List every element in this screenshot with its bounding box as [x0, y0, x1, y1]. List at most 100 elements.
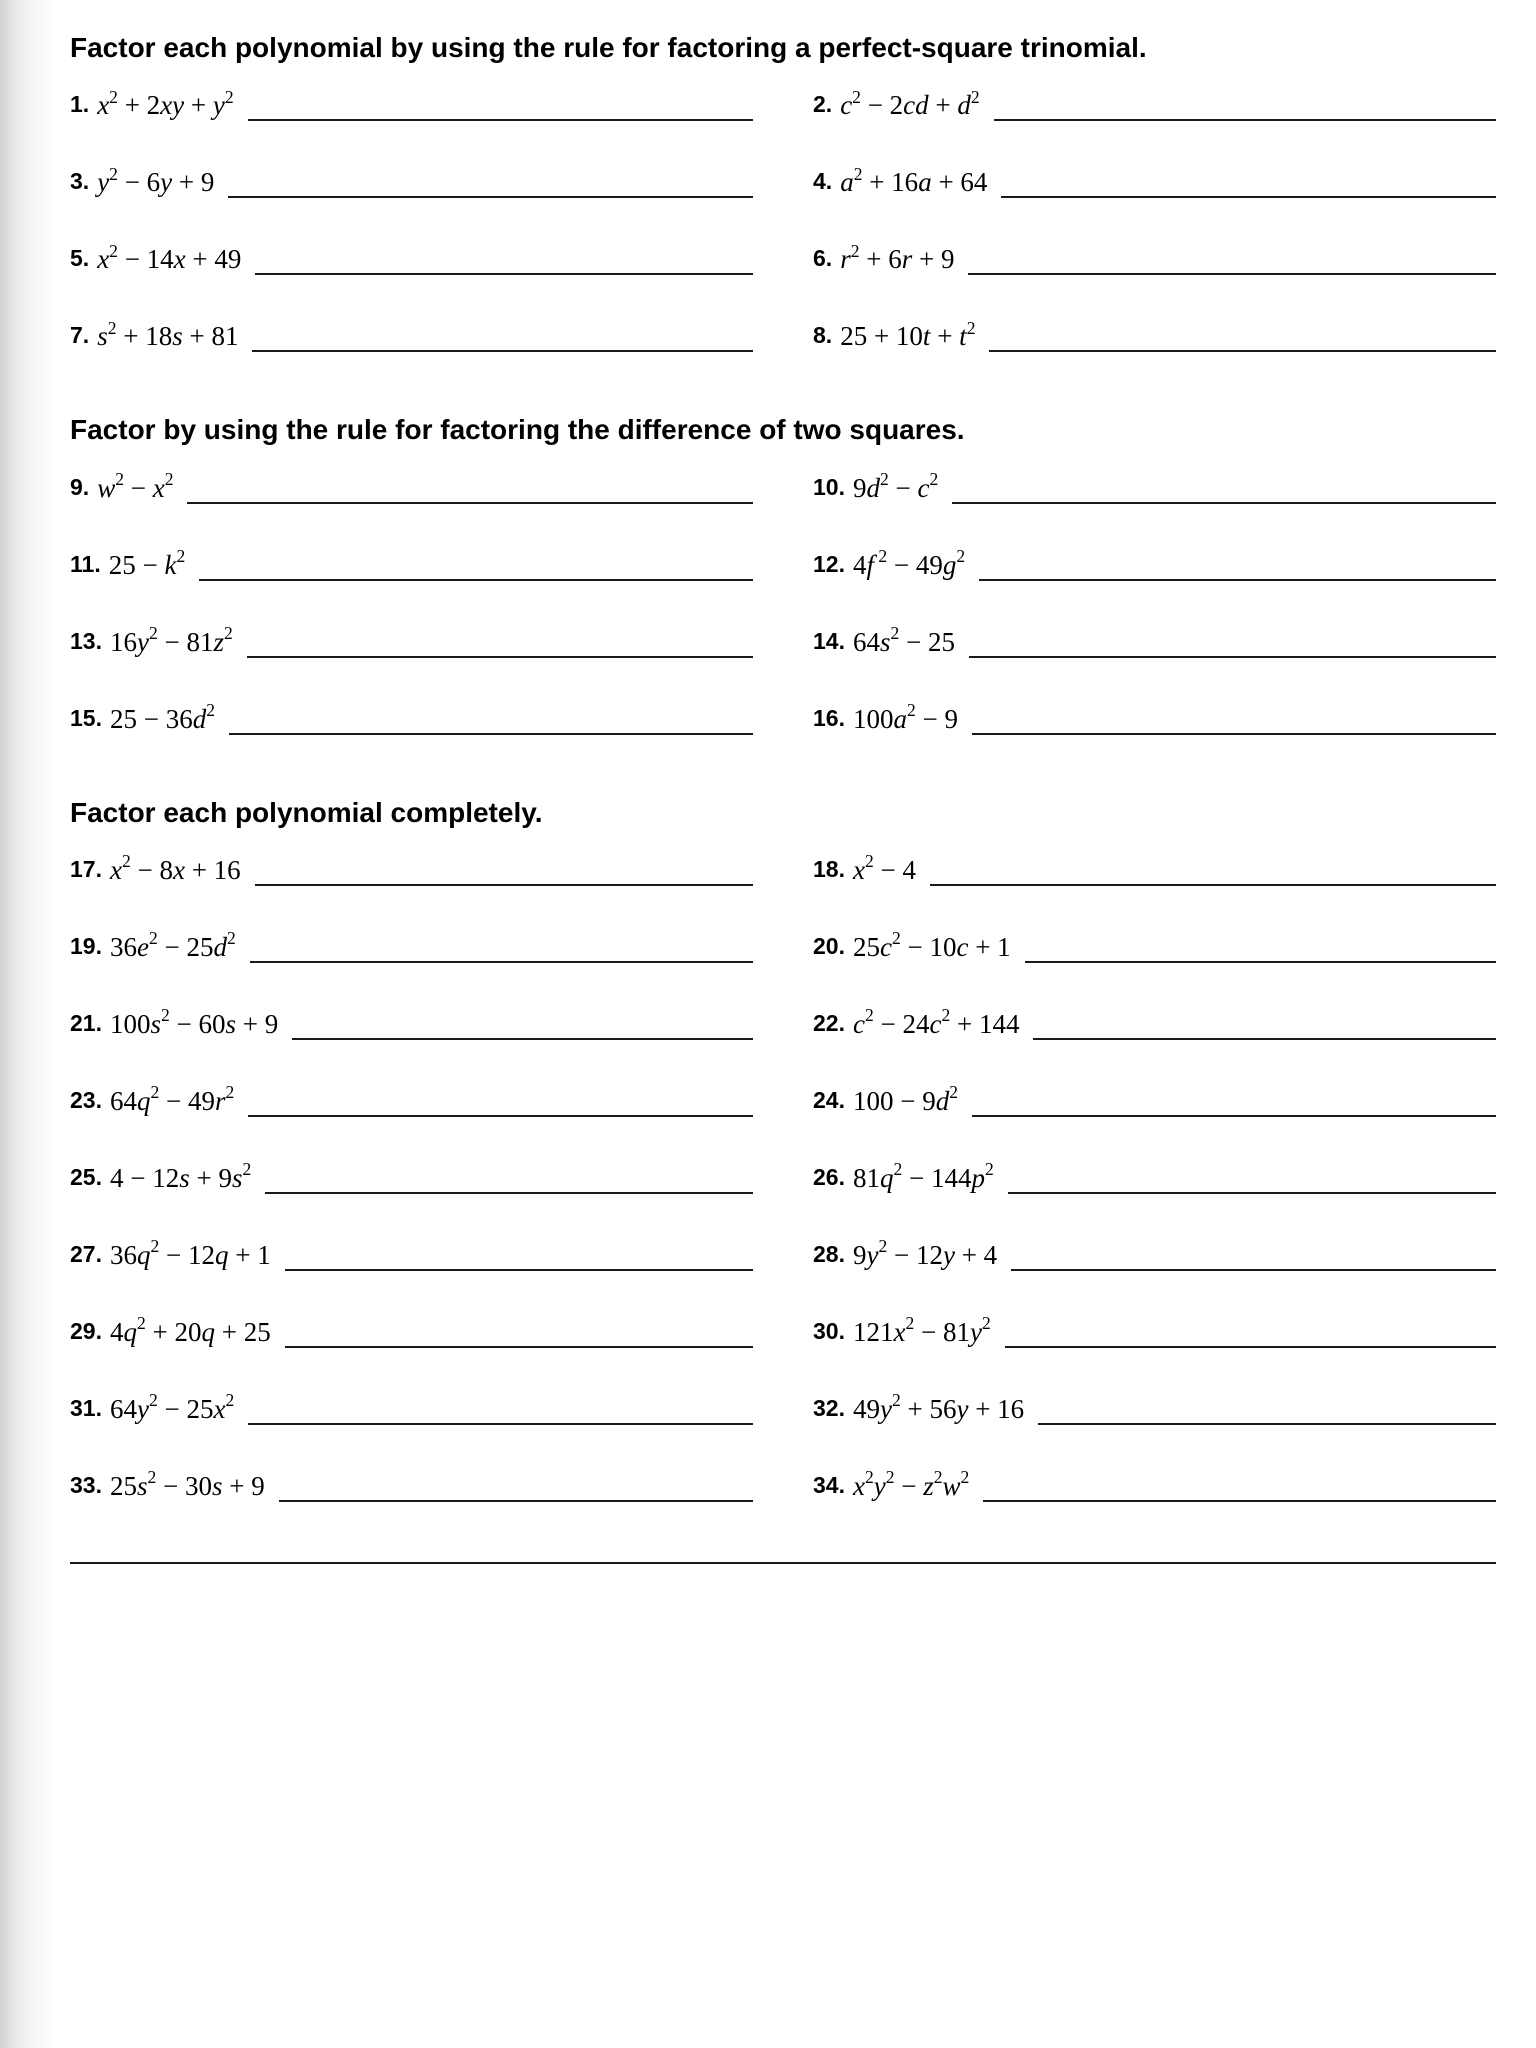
problem: 11.25 − k2: [70, 548, 753, 581]
problem: 3.y2 − 6y + 9: [70, 165, 753, 198]
answer-blank[interactable]: [1011, 1239, 1496, 1271]
problem-number: 13.: [70, 628, 102, 655]
section-3: Factor each polynomial completely. 17.x2…: [70, 795, 1496, 1502]
answer-blank[interactable]: [229, 703, 753, 735]
expression: 16y2 − 81z2: [110, 625, 233, 658]
answer-blank[interactable]: [1005, 1316, 1496, 1348]
problem: 13. 16y2 − 81z2: [70, 625, 753, 658]
problem-number: 27.: [70, 1241, 102, 1268]
problem-number: 9.: [70, 474, 89, 501]
expression: 64q2 − 49r2: [110, 1084, 234, 1117]
answer-blank[interactable]: [969, 626, 1496, 658]
answer-blank[interactable]: [279, 1470, 753, 1502]
expression: 100s2 − 60s + 9: [110, 1007, 278, 1040]
answer-blank[interactable]: [952, 472, 1496, 504]
answer-blank[interactable]: [187, 472, 753, 504]
page-footer-line: [70, 1562, 1496, 1564]
problem-number: 24.: [813, 1087, 845, 1114]
expression: 25 − 36d2: [110, 702, 215, 735]
answer-blank[interactable]: [248, 90, 753, 122]
problem-number: 6.: [813, 245, 832, 272]
problem-number: 14.: [813, 628, 845, 655]
answer-blank[interactable]: [989, 321, 1496, 353]
answer-blank[interactable]: [250, 931, 753, 963]
section-1: Factor each polynomial by using the rule…: [70, 30, 1496, 352]
problem: 29.4q2 + 20q + 25: [70, 1315, 753, 1348]
expression: 4 − 12s + 9s2: [110, 1161, 251, 1194]
expression: x2y2 − z2w2: [853, 1469, 969, 1502]
answer-blank[interactable]: [1001, 167, 1496, 199]
problem-grid-3: 17.x2 − 8x + 16 18.x2 − 4 19.36e2 − 25d2…: [70, 853, 1496, 1502]
expression: r2 + 6r + 9: [840, 242, 954, 275]
answer-blank[interactable]: [1033, 1008, 1496, 1040]
problem-number: 12.: [813, 551, 845, 578]
expression: c2 − 2cd + d2: [840, 88, 979, 121]
problem: 8.25 + 10t + t2: [813, 319, 1496, 352]
answer-blank[interactable]: [979, 549, 1496, 581]
problem-number: 25.: [70, 1164, 102, 1191]
expression: x2 − 8x + 16: [110, 853, 241, 886]
problem: 16.100a2 − 9: [813, 702, 1496, 735]
answer-blank[interactable]: [248, 1085, 753, 1117]
expression: 36q2 − 12q + 1: [110, 1238, 271, 1271]
expression: 25 + 10t + t2: [840, 319, 975, 352]
problem: 32. 49y2 + 56y + 16: [813, 1392, 1496, 1425]
problem-number: 2.: [813, 91, 832, 118]
expression: 64y2 − 25x2: [110, 1392, 234, 1425]
answer-blank[interactable]: [1038, 1393, 1496, 1425]
problem: 6. r2 + 6r + 9: [813, 242, 1496, 275]
problem: 15. 25 − 36d2: [70, 702, 753, 735]
section-2: Factor by using the rule for factoring t…: [70, 412, 1496, 734]
answer-blank[interactable]: [983, 1470, 1496, 1502]
problem: 20.25c2 − 10c + 1: [813, 930, 1496, 963]
answer-blank[interactable]: [972, 1085, 1496, 1117]
answer-blank[interactable]: [247, 626, 753, 658]
answer-blank[interactable]: [228, 167, 753, 199]
answer-blank[interactable]: [265, 1162, 753, 1194]
expression: 4f 2 − 49g2: [853, 548, 965, 581]
expression: x2 − 14x + 49: [97, 242, 241, 275]
problem: 1.x2 + 2xy + y2: [70, 88, 753, 121]
answer-blank[interactable]: [285, 1239, 753, 1271]
expression: a2 + 16a + 64: [840, 165, 987, 198]
problem-number: 19.: [70, 933, 102, 960]
answer-blank[interactable]: [248, 1393, 753, 1425]
problem: 23.64q2 − 49r2: [70, 1084, 753, 1117]
problem: 24. 100 − 9d2: [813, 1084, 1496, 1117]
expression: 81q2 − 144p2: [853, 1161, 994, 1194]
problem: 33.25s2 − 30s + 9: [70, 1469, 753, 1502]
answer-blank[interactable]: [285, 1316, 753, 1348]
problem: 25. 4 − 12s + 9s2: [70, 1161, 753, 1194]
problem: 17.x2 − 8x + 16: [70, 853, 753, 886]
problem-number: 15.: [70, 705, 102, 732]
expression: 9y2 − 12y + 4: [853, 1238, 997, 1271]
problem: 10.9d2 − c2: [813, 471, 1496, 504]
expression: 9d2 − c2: [853, 471, 938, 504]
problem-number: 18.: [813, 856, 845, 883]
problem-number: 20.: [813, 933, 845, 960]
problem-grid-2: 9.w2 − x2 10.9d2 − c2 11.25 − k2 12.4f 2…: [70, 471, 1496, 735]
problem-grid-1: 1.x2 + 2xy + y2 2. c2 − 2cd + d2 3.y2 − 6…: [70, 88, 1496, 352]
section-heading: Factor each polynomial by using the rule…: [70, 30, 1496, 66]
expression: 64s2 − 25: [853, 625, 955, 658]
answer-blank[interactable]: [994, 90, 1496, 122]
problem-number: 1.: [70, 91, 89, 118]
problem-number: 28.: [813, 1241, 845, 1268]
answer-blank[interactable]: [968, 244, 1496, 276]
answer-blank[interactable]: [292, 1008, 753, 1040]
answer-blank[interactable]: [199, 549, 753, 581]
problem: 18.x2 − 4: [813, 853, 1496, 886]
expression: 100 − 9d2: [853, 1084, 958, 1117]
problem-number: 16.: [813, 705, 845, 732]
answer-blank[interactable]: [1025, 931, 1496, 963]
expression: 121x2 − 81y2: [853, 1315, 991, 1348]
answer-blank[interactable]: [1008, 1162, 1496, 1194]
problem-number: 32.: [813, 1395, 845, 1422]
answer-blank[interactable]: [255, 244, 753, 276]
answer-blank[interactable]: [255, 854, 753, 886]
answer-blank[interactable]: [930, 854, 1496, 886]
answer-blank[interactable]: [252, 321, 753, 353]
expression: 49y2 + 56y + 16: [853, 1392, 1024, 1425]
answer-blank[interactable]: [972, 703, 1496, 735]
problem: 34.x2y2 − z2w2: [813, 1469, 1496, 1502]
